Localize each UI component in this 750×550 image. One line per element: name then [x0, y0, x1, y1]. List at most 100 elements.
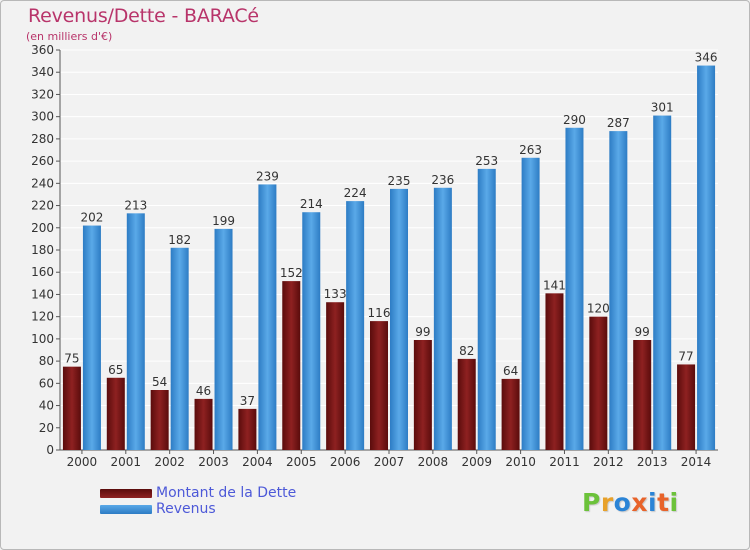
bar-revenus	[170, 247, 189, 450]
data-label-revenus: 213	[124, 198, 147, 212]
bar-revenus	[302, 212, 321, 450]
y-tick-label: 60	[39, 376, 54, 390]
y-tick-label: 40	[39, 399, 54, 413]
logo-letter: x	[631, 488, 648, 517]
y-tick-label: 120	[31, 310, 54, 324]
x-tick-label: 2000	[67, 455, 98, 469]
chart-title: Revenus/Dette - BARACé	[28, 5, 259, 27]
data-label-dette: 64	[503, 364, 518, 378]
bar-revenus	[214, 228, 233, 450]
legend-label-revenus: Revenus	[156, 501, 216, 517]
y-tick-label: 0	[46, 443, 54, 457]
bar-dette	[106, 377, 125, 450]
bar-dette	[677, 364, 696, 450]
bar-dette	[633, 340, 652, 450]
data-label-dette: 99	[635, 325, 650, 339]
bar-dette	[326, 302, 345, 450]
logo-letter: i	[669, 488, 679, 517]
x-tick-label: 2008	[418, 455, 449, 469]
y-tick-label: 260	[31, 154, 54, 168]
data-label-revenus: 224	[344, 186, 367, 200]
y-tick-label: 360	[31, 43, 54, 57]
x-tick-label: 2010	[505, 455, 536, 469]
x-tick-label: 2011	[549, 455, 580, 469]
data-label-dette: 37	[240, 394, 255, 408]
y-tick-label: 320	[31, 87, 54, 101]
proxiti-logo: Proxiti	[582, 488, 679, 517]
x-tick-label: 2013	[637, 455, 668, 469]
bar-dette	[370, 321, 388, 450]
bar-dette	[282, 281, 301, 450]
data-label-revenus: 346	[695, 51, 718, 65]
x-tick-label: 2002	[154, 455, 185, 469]
bar-revenus	[565, 127, 584, 451]
x-tick-label: 2005	[286, 455, 317, 469]
y-tick-label: 100	[31, 332, 54, 346]
data-label-revenus: 214	[300, 197, 323, 211]
y-tick-label: 280	[31, 132, 54, 146]
logo-letter: o	[613, 488, 632, 517]
bar-dette	[150, 390, 169, 450]
legend-swatch-revenus	[100, 505, 152, 514]
bar-dette	[62, 366, 81, 450]
data-label-revenus: 236	[431, 173, 454, 187]
data-label-revenus: 182	[168, 233, 191, 247]
y-tick-label: 180	[31, 243, 54, 257]
bar-dette	[457, 358, 476, 450]
data-label-dette: 120	[587, 302, 610, 316]
legend-label-dette: Montant de la Dette	[156, 485, 297, 501]
bar-revenus	[390, 188, 408, 450]
data-label-dette: 75	[64, 352, 79, 366]
y-tick-label: 160	[31, 265, 54, 279]
chart-subtitle: (en milliers d'€)	[26, 30, 113, 43]
data-label-dette: 82	[459, 344, 474, 358]
data-label-revenus: 290	[563, 113, 586, 127]
y-tick-label: 240	[31, 176, 54, 190]
y-tick-label: 220	[31, 199, 54, 213]
bar-revenus	[521, 157, 540, 450]
bar-revenus	[697, 65, 716, 451]
bar-dette	[545, 293, 564, 450]
y-tick-label: 300	[31, 110, 54, 124]
bar-revenus	[477, 168, 496, 450]
x-tick-label: 2006	[330, 455, 361, 469]
data-label-dette: 141	[543, 278, 566, 292]
bar-revenus	[609, 131, 628, 450]
x-tick-label: 2012	[593, 455, 624, 469]
logo-letter: i	[648, 488, 658, 517]
data-label-dette: 77	[678, 349, 693, 363]
y-tick-label: 80	[39, 354, 54, 368]
data-label-revenus: 235	[388, 174, 411, 188]
legend-swatch-dette	[100, 489, 152, 498]
data-label-dette: 99	[415, 325, 430, 339]
data-label-revenus: 263	[519, 143, 542, 157]
y-tick-label: 200	[31, 221, 54, 235]
logo-letter: t	[657, 488, 670, 517]
logo-letter: P	[582, 488, 601, 517]
y-tick-label: 20	[39, 421, 54, 435]
bar-chart: 0 20 40 60 80 100 120 140 160 180 200 220 240 260 280 3…	[31, 43, 718, 469]
logo-letter: r	[600, 488, 614, 517]
data-label-dette: 54	[152, 375, 167, 389]
data-label-dette: 116	[368, 306, 391, 320]
data-label-dette: 65	[108, 363, 123, 377]
bar-revenus	[258, 184, 277, 450]
bar-revenus	[82, 225, 101, 450]
bar-revenus	[126, 213, 145, 450]
y-tick-label: 140	[31, 287, 54, 301]
bar-dette	[589, 316, 608, 450]
bar-dette	[238, 408, 257, 450]
bar-dette	[194, 398, 213, 450]
x-tick-label: 2004	[242, 455, 273, 469]
bar-dette	[501, 378, 520, 450]
data-label-revenus: 301	[651, 101, 674, 115]
data-label-dette: 46	[196, 384, 211, 398]
bar-revenus	[653, 115, 672, 451]
data-label-revenus: 202	[80, 211, 103, 225]
x-tick-label: 2009	[461, 455, 492, 469]
x-tick-label: 2014	[681, 455, 712, 469]
data-label-revenus: 287	[607, 116, 630, 130]
data-label-dette: 152	[280, 266, 303, 280]
data-label-dette: 133	[324, 287, 347, 301]
x-tick-label: 2007	[374, 455, 405, 469]
